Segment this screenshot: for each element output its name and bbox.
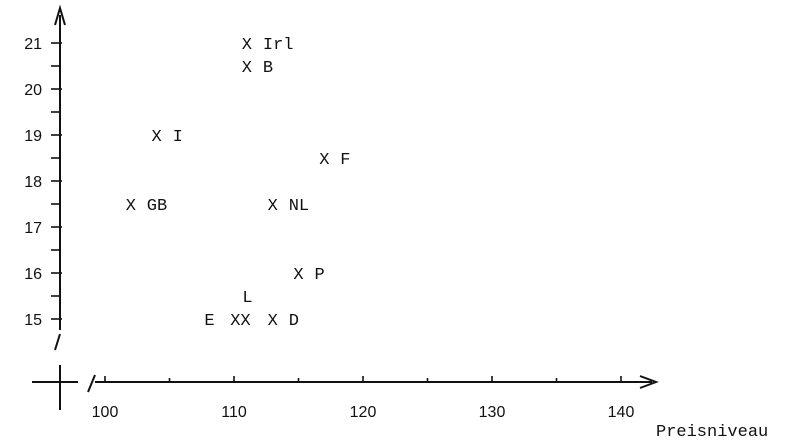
point-marker: X xyxy=(151,128,161,147)
y-tick-label: 18 xyxy=(24,174,42,191)
point-marker: X xyxy=(268,312,278,331)
cluster-label: E xyxy=(204,312,214,331)
x-axis-label: Preisniveau xyxy=(656,423,768,442)
point-label: D xyxy=(289,312,299,331)
y-axis-break xyxy=(54,333,61,351)
cluster-marker: XX xyxy=(230,312,250,331)
point-marker: X xyxy=(293,266,303,285)
x-tick-label: 120 xyxy=(350,404,377,421)
y-tick-label: 17 xyxy=(24,220,42,237)
point-label: F xyxy=(340,151,350,170)
point-marker: X xyxy=(242,59,252,78)
y-tick-label: 21 xyxy=(24,36,42,53)
y-tick-label: 20 xyxy=(24,82,42,99)
point-label: Irl xyxy=(263,36,294,55)
x-tick-label: 130 xyxy=(479,404,506,421)
axes xyxy=(32,4,659,410)
x-axis-arrow xyxy=(639,375,659,389)
point-marker: X xyxy=(126,197,136,216)
x-tick-label: 100 xyxy=(92,404,119,421)
ticks: 15 16 17 18 19 20 21 100 110 120 130 140 xyxy=(24,36,634,421)
cluster-label: L xyxy=(242,289,252,308)
point-label: B xyxy=(263,59,273,78)
point-marker: X xyxy=(242,36,252,55)
y-tick-label: 16 xyxy=(24,266,42,283)
point-marker: X xyxy=(319,151,329,170)
y-tick-label: 19 xyxy=(24,128,42,145)
x-axis-break xyxy=(87,374,96,393)
point-label: GB xyxy=(147,197,167,216)
x-tick-label: 140 xyxy=(608,404,635,421)
y-axis-arrow xyxy=(54,4,66,26)
y-tick-label: 15 xyxy=(24,312,42,329)
x-tick-label: 110 xyxy=(221,404,247,421)
point-label: NL xyxy=(289,197,309,216)
point-label: I xyxy=(173,128,183,147)
point-marker: X xyxy=(268,197,278,216)
point-label: P xyxy=(315,266,325,285)
